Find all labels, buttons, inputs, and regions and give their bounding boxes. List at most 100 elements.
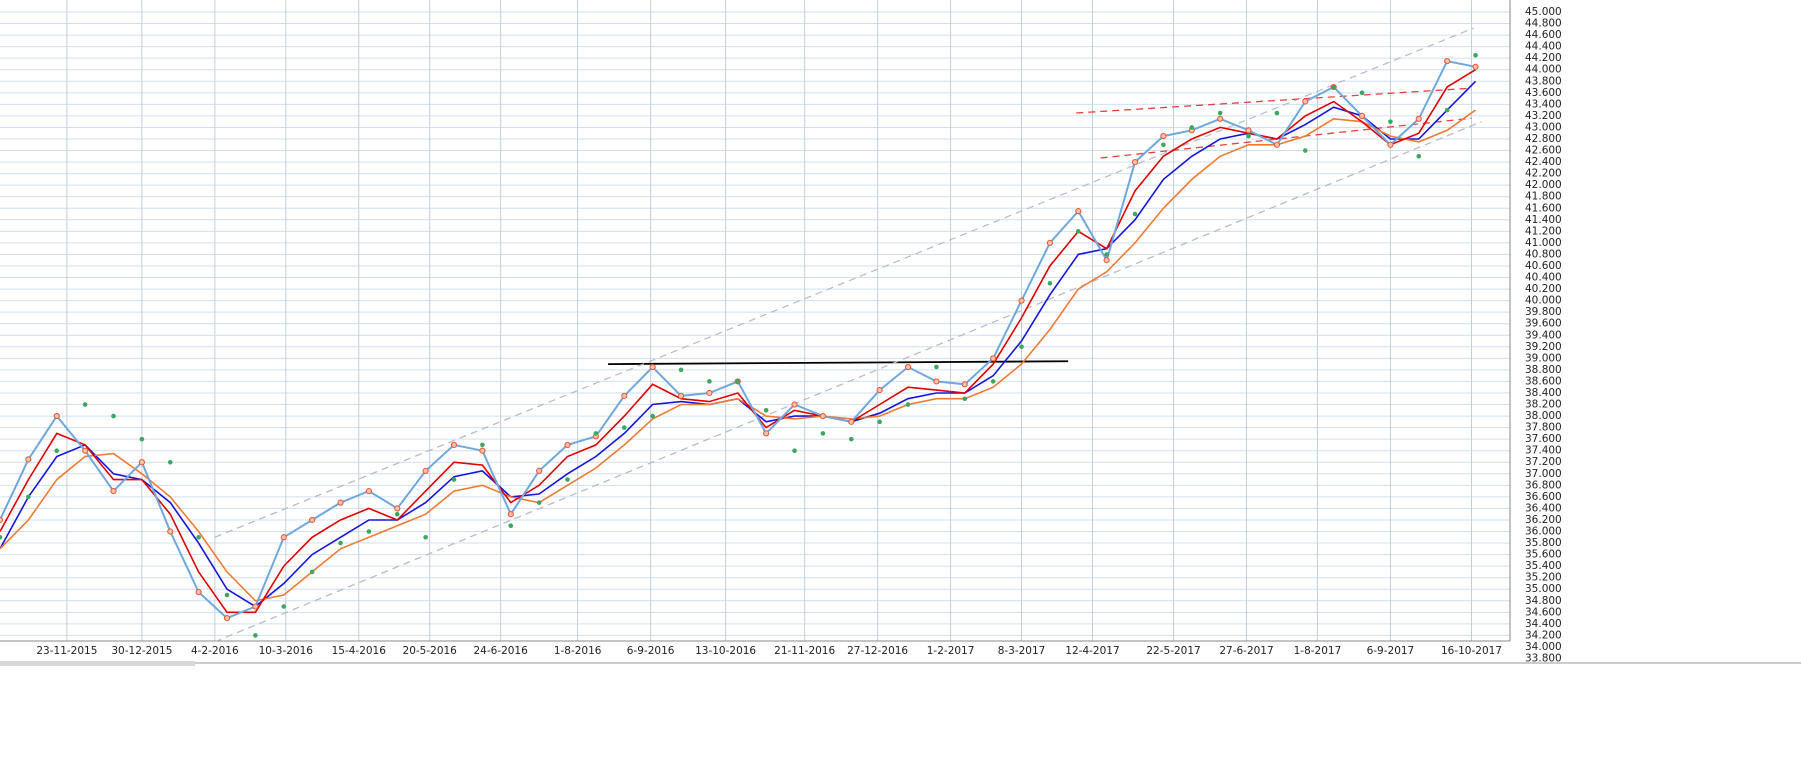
price-dot: [450, 441, 458, 449]
sar-dot: [1104, 252, 1109, 257]
x-tick-label: 27-12-2016: [847, 645, 908, 657]
y-tick-label: 36.800: [1525, 479, 1562, 491]
sar-dot: [593, 431, 599, 436]
y-tick-label: 45.000: [1525, 6, 1562, 18]
price-dot: [1302, 98, 1309, 105]
y-tick-label: 41.600: [1525, 202, 1562, 214]
sar-dot: [394, 511, 400, 517]
price-dot: [961, 381, 968, 388]
price-dot: [904, 363, 912, 371]
x-tick-label: 15-4-2016: [332, 645, 387, 657]
y-tick-label: 44.400: [1525, 41, 1562, 53]
sar-dot: [565, 477, 570, 482]
y-tick-label: 34.600: [1525, 606, 1562, 618]
y-tick-label: 35.200: [1525, 572, 1562, 584]
y-tick-label: 37.800: [1525, 422, 1562, 434]
sar-dot: [1217, 110, 1223, 116]
y-tick-label: 35.000: [1525, 583, 1562, 595]
y-tick-label: 40.200: [1525, 283, 1562, 295]
price-dot: [394, 505, 401, 512]
x-tick-label: 10-3-2016: [259, 645, 314, 657]
sar-dot: [0, 534, 3, 540]
y-tick-label: 39.000: [1525, 352, 1562, 364]
trend-line: [214, 27, 1474, 538]
sar-dot: [309, 569, 315, 575]
price-dot: [1160, 133, 1167, 140]
trend-line: [608, 360, 1069, 366]
sar-dot: [451, 477, 457, 482]
price-dot: [1103, 257, 1110, 264]
sar-dot: [423, 534, 428, 540]
sar-dot: [1019, 344, 1024, 350]
sar-dot: [1473, 52, 1478, 58]
price-dot: [536, 467, 543, 474]
price-dot: [1472, 63, 1479, 70]
price-dot: [422, 467, 429, 474]
sar-dot: [650, 413, 655, 419]
y-tick-label: 39.600: [1525, 318, 1562, 330]
price-dot: [167, 528, 174, 535]
price-dot: [1415, 115, 1422, 122]
y-tick-label: 38.800: [1525, 364, 1562, 376]
sar-dot: [1246, 133, 1251, 139]
sar-dot: [82, 402, 88, 407]
price-dot: [110, 488, 117, 495]
y-tick-label: 38.400: [1525, 387, 1562, 399]
y-tick-label: 39.400: [1525, 329, 1562, 341]
y-tick-label: 43.800: [1525, 75, 1562, 87]
y-tick-label: 44.800: [1525, 18, 1562, 30]
x-tick-label: 21-11-2016: [774, 645, 835, 657]
price-dot: [791, 401, 798, 408]
y-tick-label: 41.200: [1525, 225, 1562, 237]
price-dot: [706, 389, 713, 397]
price-dot: [309, 516, 316, 524]
y-tick-label: 37.400: [1525, 445, 1562, 457]
price-dot: [195, 589, 202, 596]
sar-dot: [196, 534, 201, 540]
y-tick-label: 41.000: [1525, 237, 1562, 249]
x-tick-label: 13-10-2016: [695, 645, 756, 657]
y-tick-label: 36.000: [1525, 526, 1562, 538]
price-dot: [876, 386, 883, 394]
price-dot: [25, 456, 32, 463]
trend-line: [1100, 117, 1472, 159]
y-tick-label: 37.600: [1525, 433, 1562, 445]
y-tick-label: 44.200: [1525, 52, 1562, 64]
y-tick-label: 34.400: [1525, 618, 1562, 630]
y-tick-label: 41.400: [1525, 214, 1562, 226]
x-tick-label: 4-2-2016: [191, 645, 239, 657]
y-tick-label: 38.000: [1525, 410, 1562, 422]
sar-dot: [281, 604, 287, 609]
y-tick-label: 42.200: [1525, 168, 1562, 180]
sar-dot: [54, 448, 60, 453]
y-tick-label: 40.400: [1525, 272, 1562, 284]
price-dot: [1273, 141, 1281, 148]
sar-dot: [934, 364, 939, 370]
price-dot: [280, 534, 287, 541]
price-dot: [53, 412, 60, 420]
y-tick-label: 43.600: [1525, 87, 1562, 99]
price-dot: [1217, 115, 1224, 122]
price-dot: [365, 488, 372, 495]
sar-dot: [508, 523, 514, 529]
sar-dot: [1189, 125, 1195, 130]
sar-dot: [167, 459, 173, 465]
sar-dot: [139, 436, 145, 442]
y-tick-label: 42.400: [1525, 156, 1562, 168]
x-tick-label: 1-8-2017: [1294, 645, 1342, 657]
price-dot: [1075, 208, 1082, 215]
y-tick-label: 42.800: [1525, 133, 1562, 145]
sar-dot: [224, 592, 230, 598]
sar-dot: [735, 379, 741, 384]
price-dot: [1245, 127, 1252, 134]
x-tick-label: 12-4-2017: [1065, 645, 1119, 657]
trend-line: [1076, 87, 1472, 114]
sar-dot: [1302, 148, 1308, 153]
y-tick-label: 33.800: [1525, 653, 1562, 665]
sar-dot: [1416, 154, 1422, 159]
y-tick-label: 36.600: [1525, 491, 1562, 503]
price-dot: [82, 447, 89, 454]
y-tick-label: 36.400: [1525, 502, 1562, 514]
x-tick-label: 23-11-2015: [36, 645, 97, 657]
